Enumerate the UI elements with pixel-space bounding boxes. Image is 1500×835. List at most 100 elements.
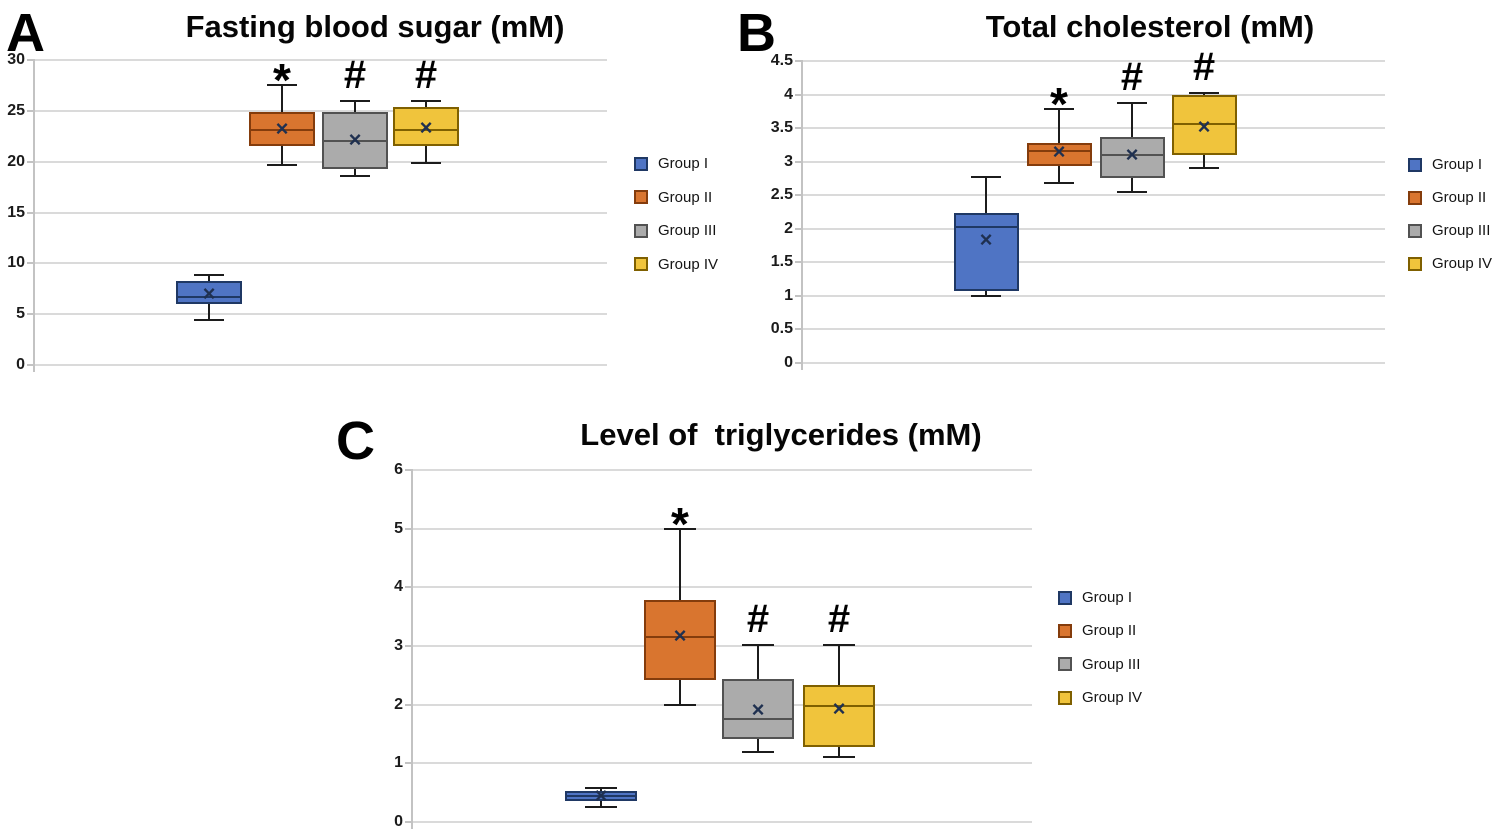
y-axis-line (801, 60, 803, 370)
y-axis-tick-label: 15 (7, 203, 25, 221)
gridline (35, 59, 607, 61)
mean-marker: × (275, 116, 289, 142)
axis-tick (405, 703, 412, 706)
legend-label: Group II (1432, 189, 1487, 206)
lower-whisker-cap (742, 750, 774, 753)
lower-whisker (1131, 177, 1133, 192)
legend-item: Group II (1408, 190, 1486, 205)
y-axis-tick-label: 4.5 (770, 52, 793, 69)
upper-whisker (1203, 92, 1205, 96)
upper-whisker (1058, 108, 1060, 143)
axis-tick (795, 60, 802, 62)
lower-whisker (600, 801, 602, 808)
axis-tick (27, 313, 34, 316)
gridline (413, 762, 1032, 765)
median-line (953, 225, 1019, 228)
y-axis-tick-label: 0 (16, 356, 25, 373)
lower-whisker (838, 746, 840, 757)
box-group-i (176, 280, 242, 304)
panel-title-a: Fasting blood sugar (mM) (185, 9, 565, 44)
legend-swatch (1408, 157, 1422, 172)
gridline (803, 127, 1385, 130)
box-group-iv (1171, 95, 1237, 155)
upper-whisker (425, 100, 427, 107)
legend-label: Group III (1082, 655, 1141, 673)
axis-tick (405, 762, 412, 765)
box-group-ii (1026, 142, 1092, 166)
gridline (35, 109, 607, 112)
significance-hash: # (414, 52, 438, 97)
mean-marker: × (979, 226, 993, 252)
lower-whisker (985, 290, 987, 296)
y-axis-tick-label: 10 (7, 254, 25, 272)
y-axis-tick-label: 25 (7, 101, 25, 119)
lower-whisker (354, 168, 356, 176)
y-axis-tick-label: 30 (7, 51, 25, 68)
gridline (35, 262, 607, 265)
median-line (1099, 153, 1165, 156)
legend-label: Group IV (1082, 689, 1143, 707)
axis-tick (405, 821, 412, 823)
upper-whisker (838, 644, 840, 686)
gridline (803, 194, 1385, 197)
gridline (413, 821, 1032, 823)
y-axis-tick-label: 0.5 (770, 320, 793, 338)
upper-whisker (600, 787, 602, 792)
legend-swatch (634, 257, 648, 271)
y-axis-tick-label: 1.5 (770, 253, 793, 271)
gridline (413, 469, 1032, 471)
gridline (803, 160, 1385, 163)
legend-label: Group IV (1432, 255, 1493, 272)
median-line (1026, 149, 1092, 152)
significance-hash: # (1120, 55, 1144, 100)
lower-whisker (425, 146, 427, 163)
y-axis-tick-label: 4 (784, 85, 793, 103)
upper-whisker-cap (1117, 102, 1147, 105)
box-group-iii (1099, 136, 1165, 178)
gridline (803, 261, 1385, 264)
lower-whisker (281, 146, 283, 165)
legend-item: Group III (1408, 223, 1490, 238)
axis-tick (795, 160, 802, 163)
axis-tick (27, 364, 34, 366)
legend-item: Group III (634, 223, 716, 238)
gridline (413, 586, 1032, 589)
lower-whisker-cap (971, 294, 1001, 297)
lower-whisker (679, 680, 681, 706)
axis-tick (27, 211, 34, 214)
median-line (176, 295, 242, 298)
y-axis-tick-label: 1 (784, 286, 793, 304)
legend-item: Group II (634, 190, 712, 205)
box-group-iv (393, 106, 459, 147)
lower-whisker-cap (411, 161, 441, 164)
lower-whisker-cap (823, 755, 855, 758)
y-axis-tick-label: 20 (7, 152, 25, 170)
legend-swatch (1408, 223, 1422, 238)
legend-item: Group II (1058, 623, 1136, 638)
gridline (413, 527, 1032, 530)
box-group-iii (322, 111, 388, 169)
y-axis-tick-label: 5 (394, 519, 403, 537)
legend-swatch (634, 223, 648, 238)
legend-swatch (1058, 657, 1072, 672)
lower-whisker (1203, 154, 1205, 169)
legend-label: Group III (658, 222, 717, 239)
legend-label: Group II (1082, 622, 1137, 640)
upper-whisker-cap (742, 643, 774, 646)
upper-whisker-cap (1189, 91, 1219, 94)
y-axis-tick-label: 1 (394, 754, 403, 772)
axis-tick (405, 586, 412, 589)
significance-hash: # (343, 52, 367, 97)
gridline (413, 645, 1032, 647)
significance-star: * (671, 497, 689, 550)
mean-marker: × (202, 280, 216, 306)
axis-tick (27, 160, 34, 163)
axis-tick (795, 261, 802, 264)
gridline (35, 160, 607, 163)
y-axis-line (33, 59, 35, 372)
y-axis-tick-label: 4 (394, 578, 403, 596)
axis-tick (795, 362, 802, 364)
lower-whisker-cap (1117, 190, 1147, 193)
y-axis-tick-label: 6 (394, 461, 403, 478)
legend-swatch (1058, 690, 1072, 705)
